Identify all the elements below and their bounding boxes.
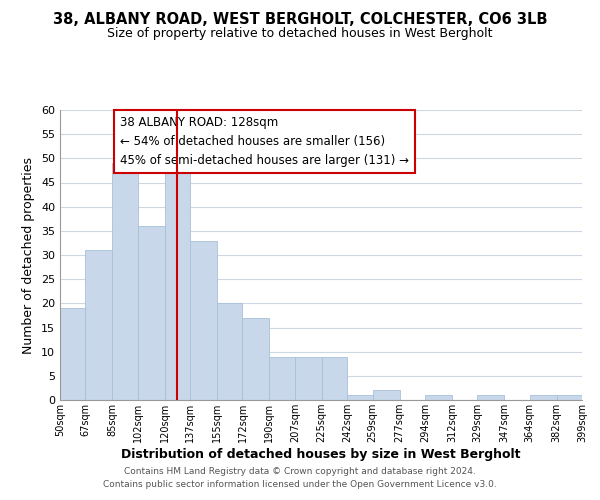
Text: 38, ALBANY ROAD, WEST BERGHOLT, COLCHESTER, CO6 3LB: 38, ALBANY ROAD, WEST BERGHOLT, COLCHEST… <box>53 12 547 28</box>
Bar <box>557 395 582 400</box>
Bar <box>530 395 557 400</box>
Bar <box>112 163 138 400</box>
Bar <box>322 356 347 400</box>
Bar <box>269 356 295 400</box>
Text: Contains HM Land Registry data © Crown copyright and database right 2024.: Contains HM Land Registry data © Crown c… <box>124 467 476 476</box>
Bar <box>138 226 164 400</box>
Y-axis label: Number of detached properties: Number of detached properties <box>22 156 35 354</box>
Bar <box>295 356 322 400</box>
Bar <box>478 395 504 400</box>
Bar <box>373 390 400 400</box>
Bar <box>217 304 242 400</box>
Bar <box>60 308 85 400</box>
Bar <box>164 154 190 400</box>
Bar <box>347 395 373 400</box>
X-axis label: Distribution of detached houses by size in West Bergholt: Distribution of detached houses by size … <box>121 448 521 461</box>
Bar <box>242 318 269 400</box>
Text: Size of property relative to detached houses in West Bergholt: Size of property relative to detached ho… <box>107 28 493 40</box>
Bar <box>85 250 112 400</box>
Bar <box>425 395 452 400</box>
Bar <box>190 240 217 400</box>
Text: 38 ALBANY ROAD: 128sqm
← 54% of detached houses are smaller (156)
45% of semi-de: 38 ALBANY ROAD: 128sqm ← 54% of detached… <box>120 116 409 167</box>
Text: Contains public sector information licensed under the Open Government Licence v3: Contains public sector information licen… <box>103 480 497 489</box>
